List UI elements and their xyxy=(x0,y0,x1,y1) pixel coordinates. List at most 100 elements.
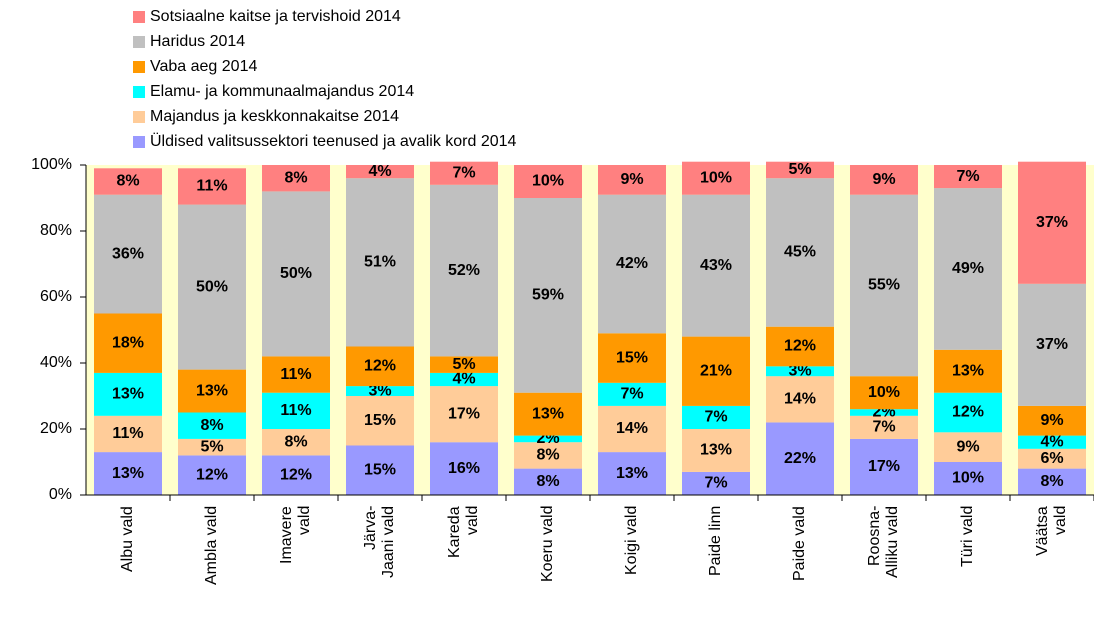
bar-segment xyxy=(934,188,1002,350)
bar-segment xyxy=(682,336,750,406)
data-label: 9% xyxy=(620,171,643,188)
bar-segment xyxy=(430,442,498,495)
data-label: 45% xyxy=(784,244,816,261)
bar-segment xyxy=(514,198,582,393)
data-label: 8% xyxy=(116,173,139,190)
data-label: 7% xyxy=(452,164,475,181)
x-tick-label: Paide linn xyxy=(707,506,724,577)
bar-segment xyxy=(1018,448,1086,469)
bar-segment xyxy=(94,415,162,453)
bar-segment xyxy=(934,165,1002,189)
bar-segment xyxy=(934,462,1002,495)
x-tick-label: Albu vald xyxy=(119,506,136,572)
bar-segment xyxy=(94,194,162,314)
data-label: 21% xyxy=(700,362,732,379)
bar-segment xyxy=(94,168,162,195)
bar-segment xyxy=(934,392,1002,433)
data-label: 43% xyxy=(700,257,732,274)
bar-segment xyxy=(346,178,414,347)
bar-segment xyxy=(850,165,918,195)
bar-segment xyxy=(1018,468,1086,495)
data-label: 11% xyxy=(280,366,311,383)
data-label: 12% xyxy=(196,466,228,483)
plot-area xyxy=(86,165,1094,495)
data-label: 8% xyxy=(284,169,307,186)
legend-swatch xyxy=(133,36,145,48)
bar-segment xyxy=(514,435,582,443)
bar-segment xyxy=(178,204,246,370)
data-label: 5% xyxy=(200,438,223,455)
bar-segment xyxy=(178,412,246,439)
bar-segment xyxy=(346,396,414,446)
data-label: 7% xyxy=(704,409,727,426)
bar-segment xyxy=(682,429,750,472)
data-label: 12% xyxy=(364,358,396,375)
bar-segment xyxy=(430,161,498,185)
bar-segment xyxy=(1018,405,1086,436)
data-label: 8% xyxy=(284,433,307,450)
data-label: 11% xyxy=(196,178,227,195)
x-tick-label: Paide vald xyxy=(791,506,808,581)
x-tick-label: Väätsa vald xyxy=(1034,506,1069,556)
data-label: 3% xyxy=(368,382,391,399)
x-tick-label: Kareda vald xyxy=(446,506,481,558)
bar-segment xyxy=(346,445,414,495)
data-label: 6% xyxy=(1040,450,1063,467)
bar-segment xyxy=(1018,161,1086,284)
data-label: 18% xyxy=(112,334,144,351)
bar-segment xyxy=(262,356,330,393)
bar-segment xyxy=(598,382,666,406)
y-tick-label: 100% xyxy=(31,156,72,173)
x-tick-label: Ambla vald xyxy=(203,506,220,586)
legend-label: Üldised valitsussektori teenused ja aval… xyxy=(150,132,517,150)
bar-segment xyxy=(178,438,246,456)
y-tick-label: 40% xyxy=(40,354,72,371)
bar-segment xyxy=(682,194,750,337)
data-label: 13% xyxy=(112,465,144,482)
data-label: 12% xyxy=(784,338,816,355)
data-label: 50% xyxy=(280,265,312,282)
bar-segment xyxy=(766,376,834,423)
legend-swatch xyxy=(133,61,145,73)
bar-segment xyxy=(1018,435,1086,449)
data-label: 10% xyxy=(532,173,564,190)
bar-segment xyxy=(934,349,1002,393)
bar-segment xyxy=(178,168,246,205)
y-tick-label: 0% xyxy=(49,486,72,503)
legend-label: Majandus ja keskkonnakaitse 2014 xyxy=(150,108,399,125)
data-label: 52% xyxy=(448,262,480,279)
data-label: 7% xyxy=(620,386,643,403)
data-label: 8% xyxy=(1040,473,1063,490)
legend-swatch xyxy=(133,86,145,98)
bar-segment xyxy=(766,178,834,327)
bar-segment xyxy=(850,409,918,416)
data-label: 36% xyxy=(112,245,144,262)
y-tick-label: 20% xyxy=(40,420,72,437)
data-label: 15% xyxy=(364,412,396,429)
bar-segment xyxy=(178,455,246,495)
data-label: 10% xyxy=(952,470,984,487)
data-label: 14% xyxy=(784,391,816,408)
bar-segment xyxy=(766,366,834,377)
data-label: 16% xyxy=(448,460,480,477)
data-label: 8% xyxy=(536,473,559,490)
bar-segment xyxy=(346,165,414,179)
x-tick-label: Roosna- Alliku vald xyxy=(866,506,901,579)
legend-label: Vaba aeg 2014 xyxy=(150,58,257,75)
data-label: 11% xyxy=(280,402,311,419)
data-label: 11% xyxy=(112,425,143,442)
bar-segment xyxy=(850,438,918,495)
data-label: 3% xyxy=(788,362,811,379)
data-label: 12% xyxy=(952,404,984,421)
data-label: 17% xyxy=(868,458,900,475)
data-label: 9% xyxy=(956,438,979,455)
data-label: 10% xyxy=(700,169,732,186)
data-label: 15% xyxy=(364,461,396,478)
x-tick-label: Koigi vald xyxy=(623,506,640,576)
bar-segment xyxy=(514,468,582,495)
legend-swatch xyxy=(133,111,145,123)
data-label: 15% xyxy=(616,349,648,366)
bar-segment xyxy=(94,313,162,373)
bar-segment xyxy=(682,405,750,429)
bar-segment xyxy=(430,372,498,387)
